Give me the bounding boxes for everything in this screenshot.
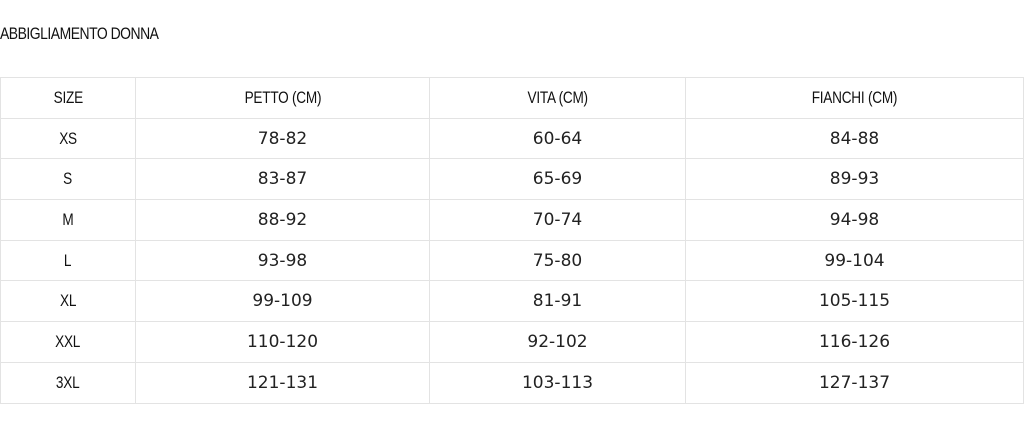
size-cell: S <box>0 158 136 201</box>
table-row: XXL 110-120 92-102 116-126 <box>0 321 1024 363</box>
size-label: XS <box>59 128 77 148</box>
size-cell: XL <box>0 280 136 323</box>
size-label: L <box>64 250 72 270</box>
vita-cell: 92-102 <box>429 321 686 363</box>
vita-cell: 75-80 <box>429 239 686 282</box>
table-row: L 93-98 75-80 99-104 <box>0 239 1024 282</box>
column-header-vita: VITA (CM) <box>429 77 686 119</box>
vita-cell: 81-91 <box>429 280 686 323</box>
size-label: XXL <box>55 331 81 351</box>
column-header-label: VITA (CM) <box>527 87 588 107</box>
size-cell: XS <box>0 117 136 160</box>
petto-cell: 110-120 <box>135 321 430 363</box>
size-label: M <box>62 209 74 229</box>
fianchi-cell: 94-98 <box>685 199 1024 241</box>
column-header-label: FIANCHI (CM) <box>811 87 898 107</box>
fianchi-cell: 116-126 <box>685 321 1024 363</box>
column-header-label: PETTO (CM) <box>244 87 321 107</box>
size-cell: XXL <box>0 321 136 363</box>
petto-cell: 121-131 <box>135 361 430 404</box>
table-header-row: SIZE PETTO (CM) VITA (CM) FIANCHI (CM) <box>0 77 1024 119</box>
vita-cell: 103-113 <box>429 361 686 404</box>
column-header-fianchi: FIANCHI (CM) <box>685 77 1024 119</box>
size-chart-table: SIZE PETTO (CM) VITA (CM) FIANCHI (CM) X… <box>0 77 1024 404</box>
size-cell: L <box>0 239 136 282</box>
column-header-petto: PETTO (CM) <box>135 77 430 119</box>
table-row: 3XL 121-131 103-113 127-137 <box>0 361 1024 404</box>
size-cell: 3XL <box>0 361 136 404</box>
fianchi-cell: 99-104 <box>685 239 1024 282</box>
vita-cell: 60-64 <box>429 117 686 160</box>
fianchi-cell: 84-88 <box>685 117 1024 160</box>
table-row: M 88-92 70-74 94-98 <box>0 199 1024 241</box>
page-title: ABBIGLIAMENTO DONNA <box>0 24 159 43</box>
fianchi-cell: 89-93 <box>685 158 1024 201</box>
size-label: 3XL <box>56 372 80 392</box>
petto-cell: 93-98 <box>135 239 430 282</box>
petto-cell: 99-109 <box>135 280 430 323</box>
vita-cell: 65-69 <box>429 158 686 201</box>
column-header-label: SIZE <box>53 87 83 107</box>
size-label: S <box>63 169 73 189</box>
size-label: XL <box>59 291 77 311</box>
column-header-size: SIZE <box>0 77 136 119</box>
size-cell: M <box>0 199 136 241</box>
petto-cell: 78-82 <box>135 117 430 160</box>
table-row: XS 78-82 60-64 84-88 <box>0 117 1024 160</box>
fianchi-cell: 105-115 <box>685 280 1024 323</box>
table-row: S 83-87 65-69 89-93 <box>0 158 1024 201</box>
table-row: XL 99-109 81-91 105-115 <box>0 280 1024 323</box>
petto-cell: 88-92 <box>135 199 430 241</box>
petto-cell: 83-87 <box>135 158 430 201</box>
vita-cell: 70-74 <box>429 199 686 241</box>
fianchi-cell: 127-137 <box>685 361 1024 404</box>
